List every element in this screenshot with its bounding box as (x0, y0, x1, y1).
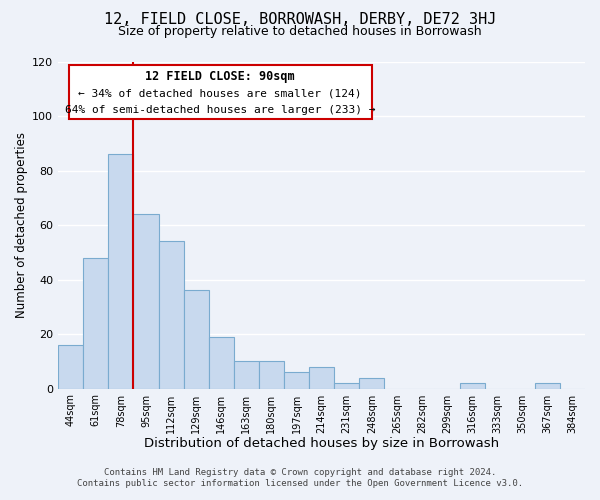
Bar (359, 378, 384, 388)
Bar (133, 214, 158, 388)
Bar (234, 362, 259, 388)
Text: 12 FIELD CLOSE: 90sqm: 12 FIELD CLOSE: 90sqm (145, 70, 295, 83)
Bar (334, 383, 359, 388)
Text: 64% of semi-detached houses are larger (233) →: 64% of semi-detached houses are larger (… (65, 105, 376, 115)
Text: 12, FIELD CLOSE, BORROWASH, DERBY, DE72 3HJ: 12, FIELD CLOSE, BORROWASH, DERBY, DE72 … (104, 12, 496, 28)
Bar (83, 258, 109, 388)
Bar (209, 337, 234, 388)
Bar (309, 367, 334, 388)
FancyBboxPatch shape (68, 65, 371, 118)
Text: ← 34% of detached houses are smaller (124): ← 34% of detached houses are smaller (12… (79, 89, 362, 99)
Text: Size of property relative to detached houses in Borrowash: Size of property relative to detached ho… (118, 25, 482, 38)
Bar (158, 242, 184, 388)
Bar (284, 372, 309, 388)
X-axis label: Distribution of detached houses by size in Borrowash: Distribution of detached houses by size … (144, 437, 499, 450)
Y-axis label: Number of detached properties: Number of detached properties (15, 132, 28, 318)
Bar (58, 345, 83, 389)
Bar (460, 383, 485, 388)
Bar (259, 362, 284, 388)
Text: Contains HM Land Registry data © Crown copyright and database right 2024.
Contai: Contains HM Land Registry data © Crown c… (77, 468, 523, 487)
Bar (109, 154, 133, 388)
Bar (184, 290, 209, 388)
Bar (535, 383, 560, 388)
